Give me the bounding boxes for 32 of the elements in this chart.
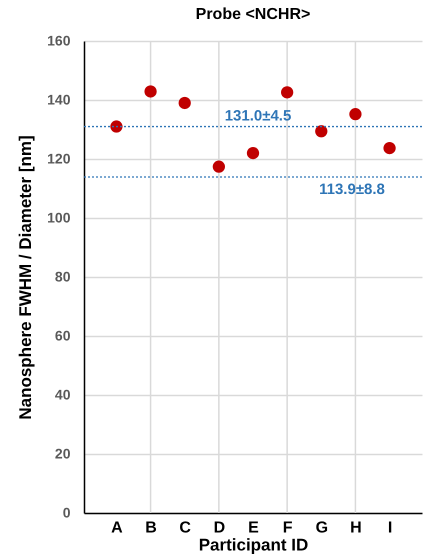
- y-tick-label: 120: [47, 150, 71, 166]
- x-tick-label: G: [316, 520, 328, 536]
- point: [178, 96, 191, 110]
- x-axis-title: Participant ID: [198, 536, 308, 554]
- point: [349, 108, 362, 120]
- point: [110, 120, 123, 133]
- y-tick-label: 0: [62, 504, 71, 520]
- ref-line-label: 113.9±8.8: [319, 180, 385, 198]
- x-tick-label: E: [248, 520, 260, 536]
- point: [281, 86, 294, 98]
- chart-title: Probe <NCHR>: [196, 6, 310, 23]
- y-tick-label: 100: [47, 210, 71, 226]
- x-tick-label: C: [179, 520, 192, 536]
- point: [212, 160, 225, 173]
- y-tick-label: 80: [54, 268, 71, 284]
- x-tick-label: I: [388, 520, 392, 536]
- point: [315, 125, 328, 138]
- y-tick-label: 140: [47, 92, 71, 108]
- x-tick-label: B: [145, 520, 157, 536]
- y-tick-label: 40: [54, 386, 71, 402]
- point: [246, 146, 260, 160]
- y-axis-title: Nanosphere FWHM / Diameter [nm]: [16, 135, 36, 420]
- y-tick-label: 160: [47, 32, 71, 48]
- x-tick-label: H: [350, 520, 362, 536]
- point: [144, 85, 157, 98]
- ref-line-label: 131.0±4.5: [224, 108, 292, 125]
- x-tick-label: F: [282, 520, 293, 536]
- x-tick-label: A: [111, 520, 124, 536]
- y-tick-label: 60: [54, 328, 71, 344]
- y-tick-label: 20: [54, 446, 71, 462]
- point: [383, 142, 396, 154]
- x-tick-label: D: [214, 520, 226, 536]
